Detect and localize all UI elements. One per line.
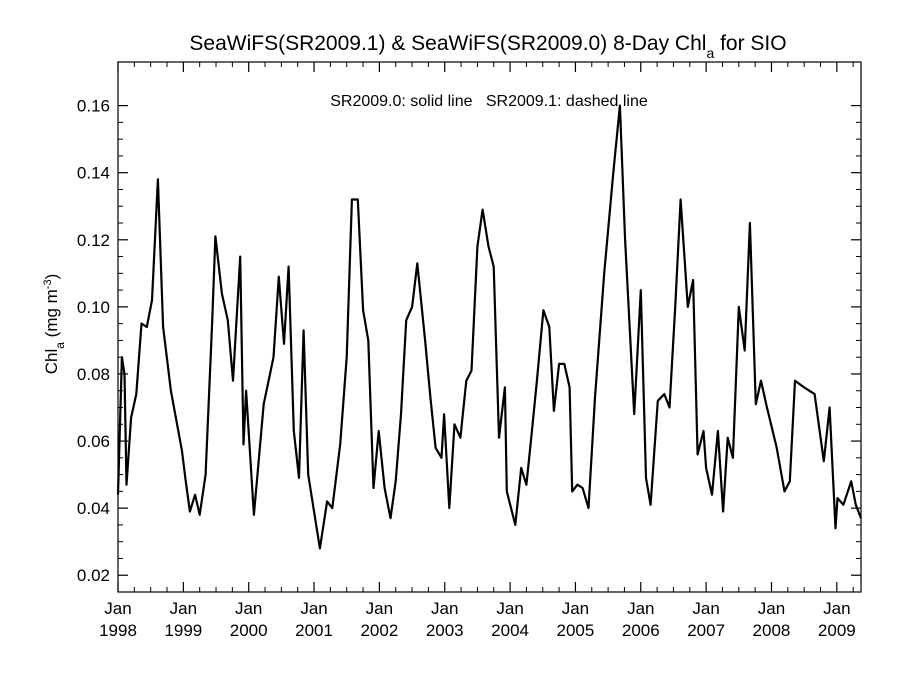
y-tick-label: 0.10	[77, 298, 110, 317]
y-tick-label: 0.06	[77, 432, 110, 451]
y-tick-labels: 0.02 0.04 0.06 0.08 0.10 0.12 0.14 0.16	[77, 97, 110, 586]
x-tick-month-label: Jan	[627, 599, 654, 618]
y-tick-label: 0.08	[77, 365, 110, 384]
y-axis-label-middle: (mg m	[42, 289, 61, 342]
chart-title-main: SeaWiFS(SR2009.1) & SeaWiFS(SR2009.0) 8-…	[189, 32, 706, 55]
y-tick-label: 0.12	[77, 231, 110, 250]
x-tick-month-label: Jan	[496, 599, 523, 618]
y-axis-label-suffix: )	[42, 274, 61, 280]
x-tick-year-label: 2007	[687, 621, 725, 640]
series-line-solid	[116, 104, 863, 550]
x-tick-month-label: Jan	[300, 599, 327, 618]
x-tick-year-label: 2000	[230, 621, 268, 640]
plot-frame	[117, 61, 862, 593]
x-tick-year-label: 1998	[99, 621, 137, 640]
chart-title-suffix: for SIO	[714, 32, 786, 55]
x-tick-month-label: Jan	[431, 599, 458, 618]
y-axis-label-superscript: -3	[42, 279, 54, 289]
y-axis-label-main: Chl	[42, 349, 61, 375]
series-group	[116, 104, 863, 550]
y-tick-label: 0.16	[77, 97, 110, 116]
y-tick-label: 0.04	[77, 499, 110, 518]
y-tick-label: 0.02	[77, 566, 110, 585]
x-tick-month-label: Jan	[562, 599, 589, 618]
chart-title-subscript: a	[706, 45, 714, 61]
x-tick-year-label: 2009	[818, 621, 856, 640]
x-tick-labels: Jan 1998 Jan 1999 Jan 2000 Jan 2001 Jan 2002 Jan 20…	[99, 599, 856, 640]
x-tick-month-label: Jan	[170, 599, 197, 618]
x-tick-month-label: Jan	[823, 599, 850, 618]
x-tick-year-label: 2001	[295, 621, 333, 640]
y-axis-label-subscript: a	[53, 342, 67, 349]
x-tick-month-label: Jan	[692, 599, 719, 618]
x-tick-month-label: Jan	[235, 599, 262, 618]
y-axis-label: Chla (mg m-3)	[42, 274, 67, 375]
chart-title: SeaWiFS(SR2009.1) & SeaWiFS(SR2009.0) 8-…	[189, 32, 786, 61]
y-tick-label: 0.14	[77, 164, 110, 183]
x-tick-year-label: 2006	[622, 621, 660, 640]
x-tick-year-label: 2008	[753, 621, 791, 640]
x-tick-year-label: 2005	[557, 621, 595, 640]
x-tick-year-label: 2002	[360, 621, 398, 640]
x-tick-year-label: 2003	[426, 621, 464, 640]
x-tick-month-label: Jan	[366, 599, 393, 618]
x-tick-year-label: 1999	[164, 621, 202, 640]
x-tick-month-label: Jan	[104, 599, 131, 618]
x-tick-month-label: Jan	[758, 599, 785, 618]
x-tick-year-label: 2004	[491, 621, 529, 640]
line-style-annotation: SR2009.0: solid line SR2009.1: dashed li…	[330, 93, 648, 110]
